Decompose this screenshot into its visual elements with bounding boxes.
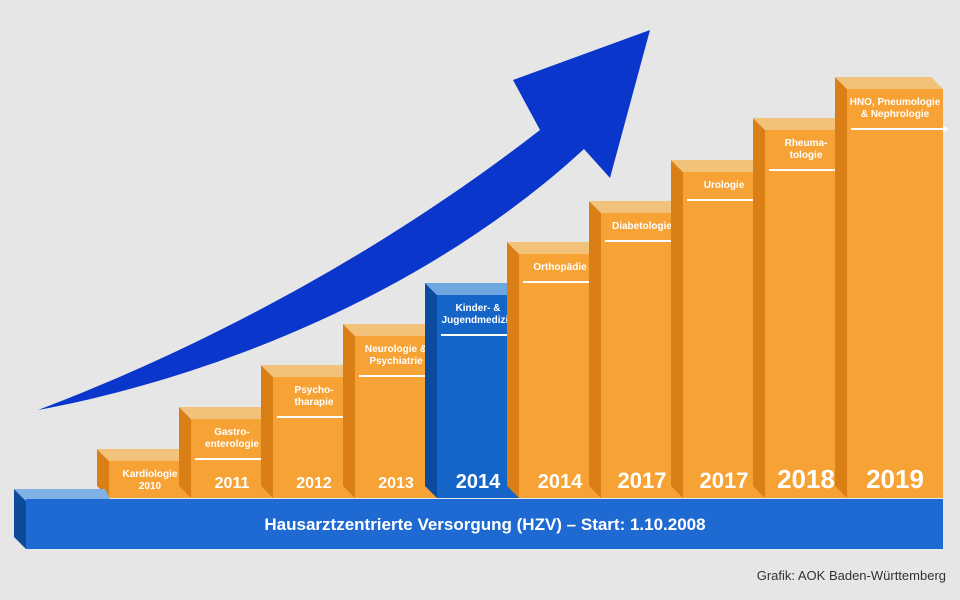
step-year-label: 2018	[777, 464, 835, 494]
step-year-label: 2014	[456, 471, 501, 493]
image-credit: Grafik: AOK Baden-Württemberg	[756, 568, 946, 583]
step-top	[671, 160, 765, 172]
step-10: HNO, Pneumologie & Nephrologie 2019	[835, 77, 949, 498]
step-3: Psycho-tharapie 2012	[261, 365, 361, 498]
step-side	[589, 201, 601, 498]
step-side	[97, 449, 109, 498]
step-side	[425, 283, 437, 498]
step-top	[425, 283, 519, 295]
step-4: Neurologie & Psychiatrie 2013	[343, 324, 443, 498]
step-5: Kinder- & Jugendmedizin 2014	[425, 283, 525, 498]
step-front	[601, 213, 683, 498]
step-top	[589, 201, 683, 213]
step-year-label: 2017	[618, 468, 667, 493]
step-front	[273, 377, 355, 498]
step-front	[683, 172, 765, 498]
step-7: Diabetologie 2017	[589, 201, 689, 498]
step-year-label: 2014	[538, 471, 583, 493]
step-top	[179, 407, 273, 419]
step-front	[519, 254, 601, 498]
step-6: Orthopädie 2014	[507, 242, 607, 498]
step-specialty-label: Diabetologie	[612, 221, 672, 232]
growth-arrow-icon	[38, 30, 650, 410]
step-side	[179, 407, 191, 498]
step-specialty-label: Urologie	[704, 180, 745, 191]
step-specialty-label: Gastro-enterologie	[205, 427, 259, 450]
step-specialty-label: Neurologie & Psychiatrie	[365, 344, 427, 367]
step-side	[507, 242, 519, 498]
step-year-label: 2011	[215, 475, 250, 492]
base-top	[14, 489, 111, 501]
step-front	[109, 461, 191, 498]
base-bar: Hausarztzentrierte Versorgung (HZV) – St…	[14, 489, 943, 549]
step-specialty-label: Kinder- & Jugendmedizin	[442, 303, 515, 326]
steps-layer: Kardiologie 2010 Gastro-enterologie 2011 Psy…	[97, 77, 949, 504]
step-year-label: 2013	[378, 475, 414, 492]
step-side	[671, 160, 683, 498]
step-front	[765, 130, 847, 498]
step-side	[835, 77, 847, 498]
step-2: Gastro-enterologie 2011	[179, 407, 279, 498]
step-specialty-label: Rheuma-tologie	[785, 138, 828, 161]
step-top	[507, 242, 601, 254]
step-front	[847, 89, 943, 498]
step-8: Urologie 2017	[671, 160, 771, 498]
step-arrowhead	[943, 126, 949, 132]
step-specialty-label: Kardiologie 2010	[122, 469, 177, 492]
step-year-label: 2012	[296, 475, 332, 492]
step-top	[261, 365, 355, 377]
step-top	[753, 118, 847, 130]
step-9: Rheuma-tologie 2018	[753, 118, 853, 498]
step-top	[97, 449, 191, 461]
step-top	[343, 324, 437, 336]
step-specialty-label: Psycho-tharapie	[295, 385, 334, 408]
base-side	[14, 489, 26, 549]
step-side	[261, 365, 273, 498]
step-side	[753, 118, 765, 498]
base-label: Hausarztzentrierte Versorgung (HZV) – St…	[264, 515, 705, 534]
step-top	[835, 77, 943, 89]
step-year-label: 2019	[866, 464, 924, 494]
step-specialty-label: HNO, Pneumologie & Nephrologie	[850, 97, 941, 120]
base-front	[26, 499, 943, 549]
step-specialty-label: Orthopädie	[533, 262, 587, 273]
step-front	[437, 295, 519, 498]
step-front	[355, 336, 437, 498]
step-side	[343, 324, 355, 498]
growth-arrow-shape	[38, 30, 650, 410]
step-year-label: 2017	[700, 468, 749, 493]
